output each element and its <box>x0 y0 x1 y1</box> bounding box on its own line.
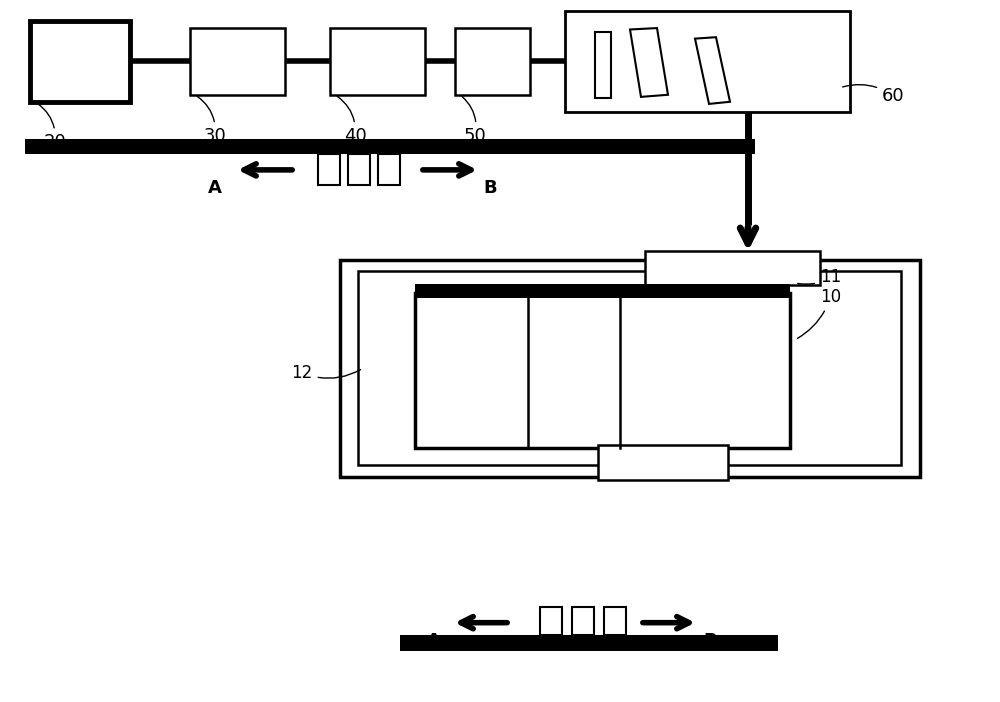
Bar <box>415 284 790 298</box>
Text: 40: 40 <box>337 96 366 145</box>
Bar <box>30 21 130 102</box>
Bar <box>572 607 594 635</box>
Bar <box>348 154 370 185</box>
Bar <box>330 28 425 95</box>
Text: 10: 10 <box>797 288 841 338</box>
Bar <box>455 28 530 95</box>
Bar <box>565 11 850 112</box>
Text: 12: 12 <box>291 364 361 382</box>
Text: 30: 30 <box>197 96 226 145</box>
Bar <box>378 154 400 185</box>
Bar <box>598 445 728 480</box>
Bar <box>358 271 901 465</box>
Text: B: B <box>703 632 717 650</box>
Bar <box>415 293 790 448</box>
Text: 50: 50 <box>462 97 486 145</box>
Bar <box>25 139 755 154</box>
Text: A: A <box>427 632 441 650</box>
Text: 20: 20 <box>37 103 66 152</box>
Text: B: B <box>483 179 497 197</box>
Bar <box>400 635 778 651</box>
Text: A: A <box>208 179 222 197</box>
Text: 60: 60 <box>843 85 905 105</box>
Text: 11: 11 <box>798 268 841 286</box>
Bar <box>540 607 562 635</box>
Polygon shape <box>630 28 668 97</box>
Bar <box>645 251 820 285</box>
Bar <box>595 32 611 98</box>
Bar <box>340 260 920 477</box>
Polygon shape <box>695 37 730 104</box>
Bar <box>190 28 285 95</box>
Bar <box>604 607 626 635</box>
Bar <box>318 154 340 185</box>
